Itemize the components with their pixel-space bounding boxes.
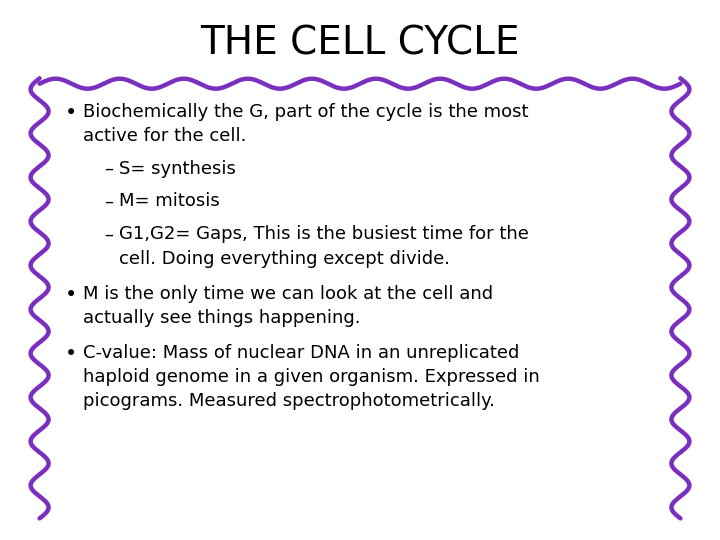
- Text: picograms. Measured spectrophotometrically.: picograms. Measured spectrophotometrical…: [83, 393, 495, 410]
- Text: active for the cell.: active for the cell.: [83, 127, 246, 145]
- Text: –: –: [104, 225, 114, 244]
- Text: •: •: [65, 103, 77, 123]
- Text: •: •: [65, 344, 77, 364]
- Text: –: –: [104, 160, 114, 178]
- Text: M= mitosis: M= mitosis: [119, 192, 220, 211]
- Text: actually see things happening.: actually see things happening.: [83, 309, 360, 327]
- Text: Biochemically the G, part of the cycle is the most: Biochemically the G, part of the cycle i…: [83, 103, 528, 120]
- Text: G1,G2= Gaps, This is the busiest time for the: G1,G2= Gaps, This is the busiest time fo…: [119, 225, 528, 244]
- Text: •: •: [65, 285, 77, 305]
- Text: haploid genome in a given organism. Expressed in: haploid genome in a given organism. Expr…: [83, 368, 539, 386]
- Text: cell. Doing everything except divide.: cell. Doing everything except divide.: [119, 250, 450, 268]
- Text: M is the only time we can look at the cell and: M is the only time we can look at the ce…: [83, 285, 493, 303]
- Text: S= synthesis: S= synthesis: [119, 160, 235, 178]
- Text: THE CELL CYCLE: THE CELL CYCLE: [200, 24, 520, 62]
- Text: C-value: Mass of nuclear DNA in an unreplicated: C-value: Mass of nuclear DNA in an unrep…: [83, 344, 519, 362]
- Text: –: –: [104, 192, 114, 211]
